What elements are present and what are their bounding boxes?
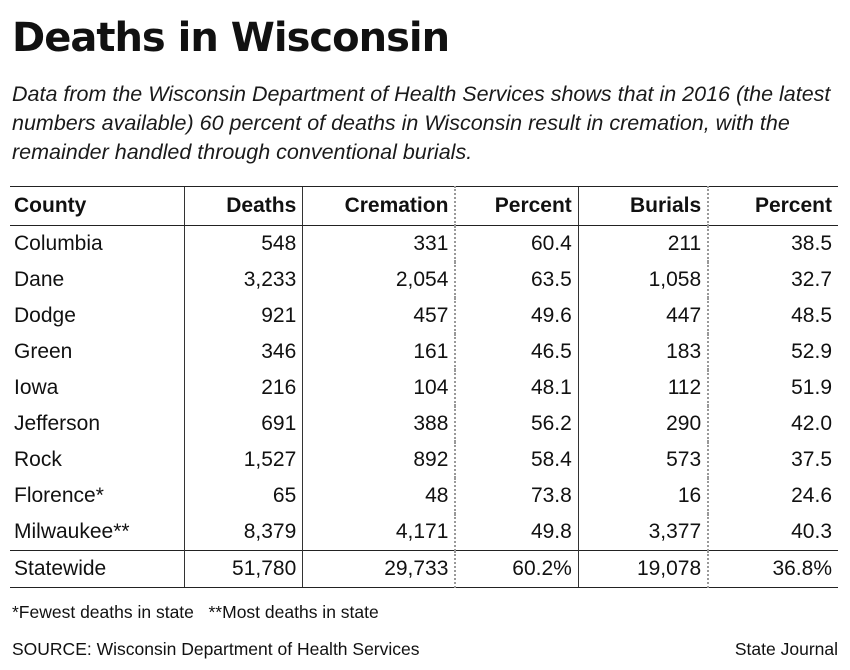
cell-burial-percent: 40.3 [707,514,838,551]
cell-burial-percent: 24.6 [707,478,838,514]
cell-cremation-percent: 56.2 [454,406,579,442]
cell-cremation-percent: 60.4 [454,225,579,262]
cell-deaths: 691 [184,406,303,442]
cell-deaths: 3,233 [184,262,303,298]
table-row: Florence* 65 48 73.8 16 24.6 [10,478,838,514]
source-line: SOURCE: Wisconsin Department of Health S… [12,639,420,659]
cell-county: Dane [14,268,65,291]
cell-cremation: 48 [302,478,456,514]
cell-burial-percent: 48.5 [707,298,838,334]
cell-cremation: 161 [302,334,456,370]
credit-line: State Journal [734,639,838,659]
cell-county: Green [14,340,73,363]
cell-cremation: 29,733 [302,550,456,588]
table-row: Milwaukee** 8,379 4,171 49.8 3,377 40.3 [10,514,838,551]
cell-burials: 183 [577,334,709,370]
header-county: County [10,186,185,226]
cell-cremation: 331 [302,225,456,262]
cell-burials: 3,377 [577,514,709,551]
header-cremation: Cremation [302,186,456,226]
cell-county: Rock [14,448,62,471]
cell-cremation-percent: 49.8 [454,514,579,551]
cell-deaths: 1,527 [184,442,303,478]
cell-county: Jefferson [14,412,100,435]
cell-cremation: 104 [302,370,456,406]
cell-deaths: 65 [184,478,303,514]
cell-cremation-percent: 49.6 [454,298,579,334]
cell-county: Florence* [14,484,104,507]
cell-burials: 573 [577,442,709,478]
cell-county: Columbia [14,232,103,255]
cell-burials: 112 [577,370,709,406]
cell-cremation: 892 [302,442,456,478]
header-burial-percent: Percent [707,186,838,226]
table-row: Green 346 161 46.5 183 52.9 [10,334,838,370]
cell-burial-percent: 52.9 [707,334,838,370]
cell-burial-percent: 32.7 [707,262,838,298]
cell-burials: 211 [577,225,709,262]
cell-deaths: 8,379 [184,514,303,551]
cell-cremation-percent: 46.5 [454,334,579,370]
cell-burials: 16 [577,478,709,514]
deaths-table: County Deaths Cremation Percent Burials Perce… [10,186,838,588]
chart-subtitle: Data from the Wisconsin Department of He… [12,82,831,164]
cell-burial-percent: 37.5 [707,442,838,478]
cell-cremation-percent: 63.5 [454,262,579,298]
table-row-statewide: Statewide 51,780 29,733 60.2% 19,078 36.8% [10,550,838,588]
table-row: Dodge 921 457 49.6 447 48.5 [10,298,838,334]
cell-cremation-percent: 58.4 [454,442,579,478]
cell-burial-percent: 36.8% [707,550,838,588]
table-body: Columbia 548 331 60.4 211 38.5 Dane 3,233 2,054 6… [10,225,838,588]
cell-deaths: 216 [184,370,303,406]
cell-cremation: 388 [302,406,456,442]
cell-cremation-percent: 60.2% [454,550,579,588]
table-row: Iowa 216 104 48.1 112 51.9 [10,370,838,406]
cell-burials: 1,058 [577,262,709,298]
table-row: Columbia 548 331 60.4 211 38.5 [10,225,838,262]
table-row: Dane 3,233 2,054 63.5 1,058 32.7 [10,262,838,298]
cell-cremation-percent: 73.8 [454,478,579,514]
cell-county: Statewide [10,550,185,588]
cell-burials: 19,078 [577,550,709,588]
cell-cremation: 2,054 [302,262,456,298]
cell-deaths: 51,780 [184,550,303,588]
cell-burials: 447 [577,298,709,334]
cell-burial-percent: 42.0 [707,406,838,442]
cell-county: Iowa [14,376,59,399]
cell-county: Milwaukee** [14,520,130,543]
cell-deaths: 921 [184,298,303,334]
cell-cremation-percent: 48.1 [454,370,579,406]
table-row: Jefferson 691 388 56.2 290 42.0 [10,406,838,442]
chart-title: Deaths in Wisconsin [12,15,450,61]
footnote: *Fewest deaths in state **Most deaths in… [12,602,379,622]
header-deaths: Deaths [184,186,303,226]
cell-county: Dodge [14,304,76,327]
table-header-row: County Deaths Cremation Percent Burials Perce… [10,186,838,226]
cell-burial-percent: 38.5 [707,225,838,262]
table-row: Rock 1,527 892 58.4 573 37.5 [10,442,838,478]
cell-deaths: 346 [184,334,303,370]
cell-burial-percent: 51.9 [707,370,838,406]
cell-deaths: 548 [184,225,303,262]
cell-burials: 290 [577,406,709,442]
cell-cremation: 457 [302,298,456,334]
header-cremation-percent: Percent [454,186,579,226]
header-burials: Burials [577,186,709,226]
cell-cremation: 4,171 [302,514,456,551]
